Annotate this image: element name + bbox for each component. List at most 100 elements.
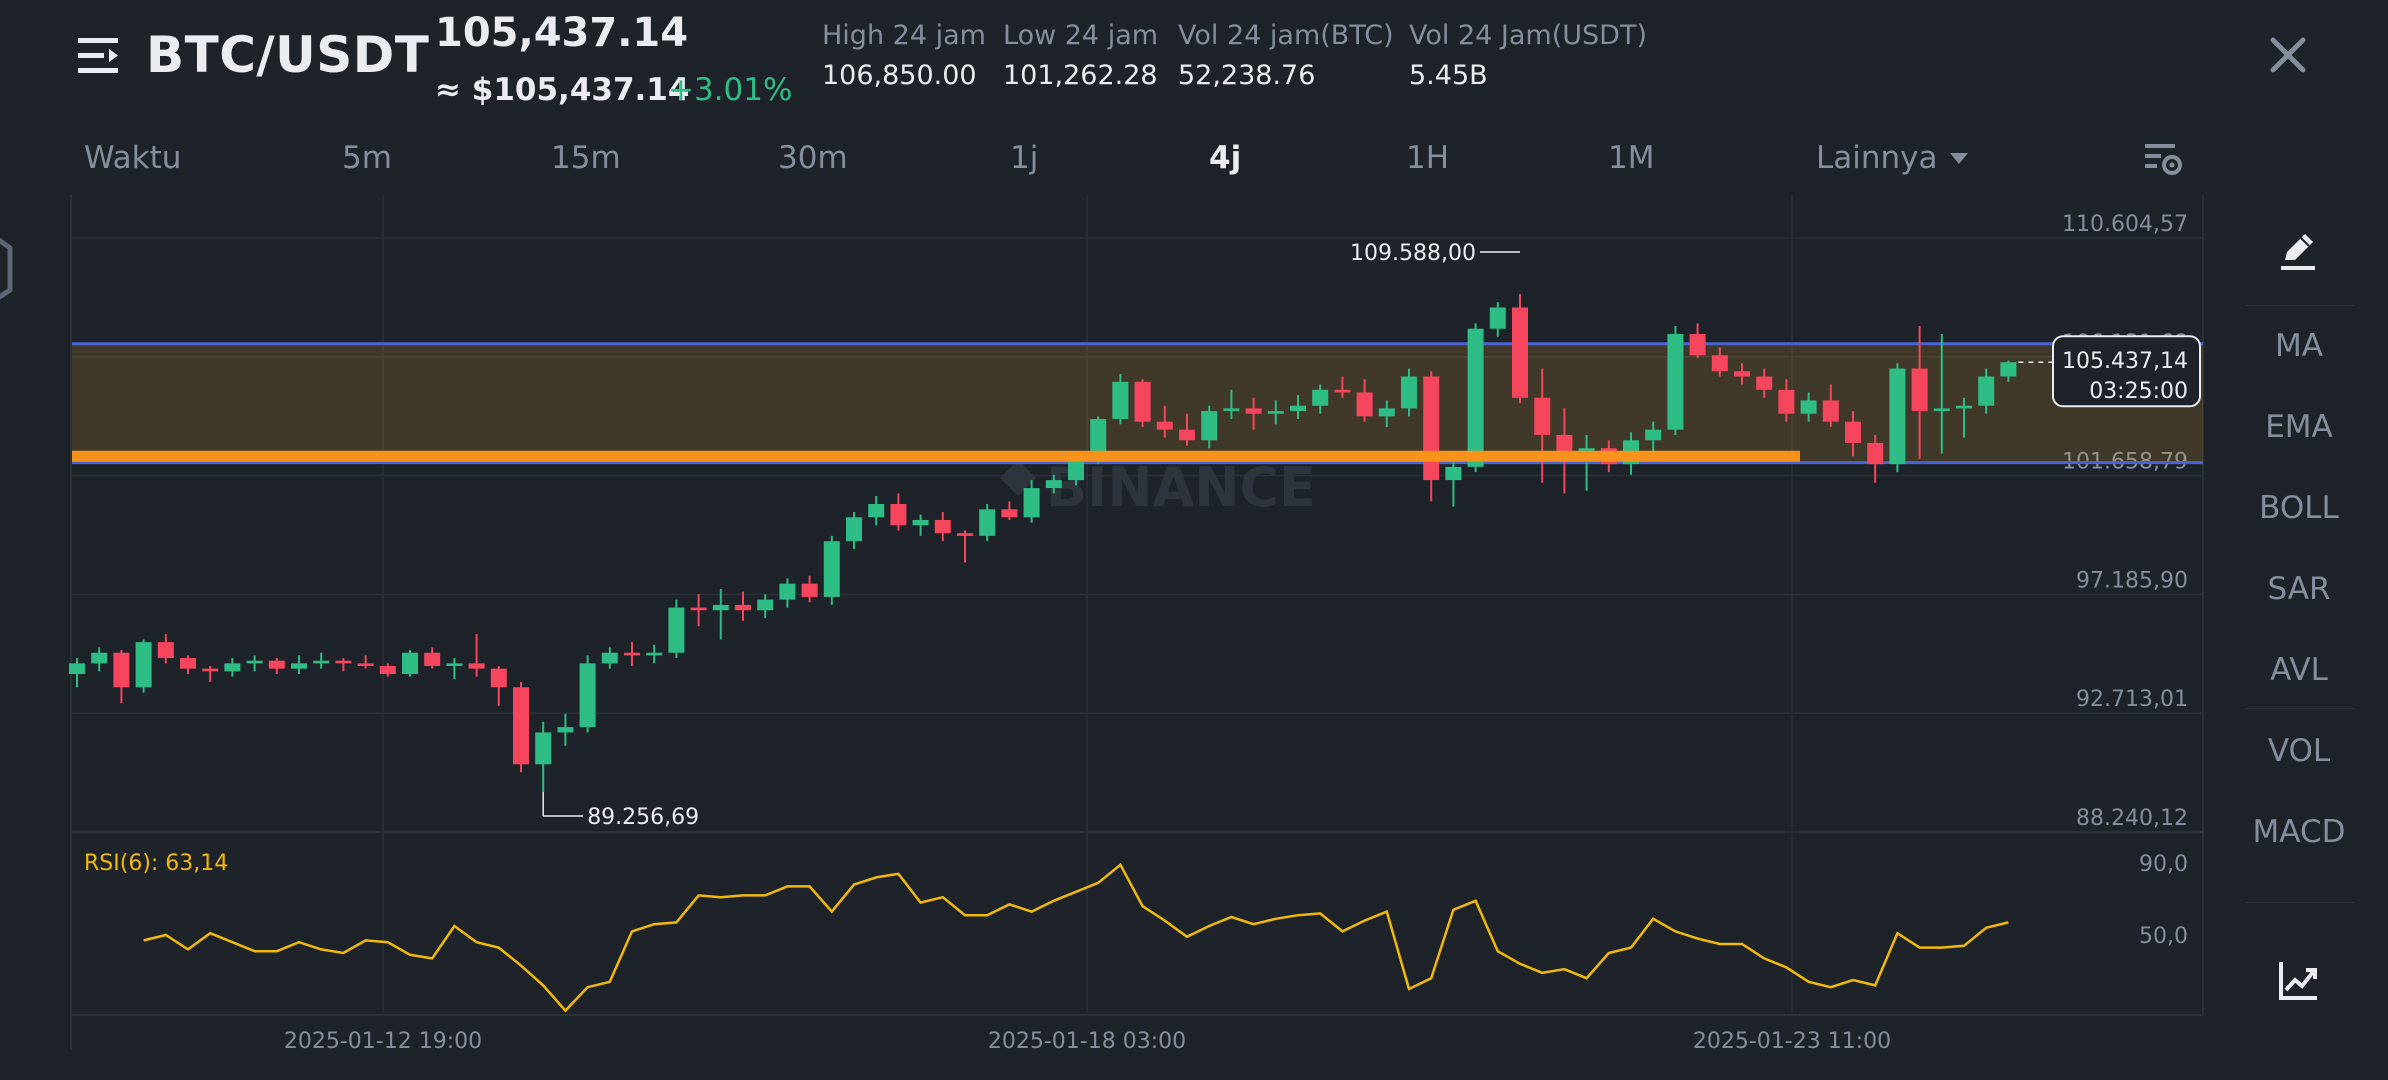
candle-body xyxy=(1068,458,1084,481)
candle-body xyxy=(1023,488,1040,518)
candle-down xyxy=(1334,376,1351,398)
candle-body xyxy=(1800,400,1817,414)
candle-body xyxy=(1867,442,1884,465)
candle-down xyxy=(490,666,507,706)
indicator-ma[interactable]: MA xyxy=(2275,328,2323,364)
indicator-vol[interactable]: VOL xyxy=(2267,733,2331,769)
candle-body xyxy=(357,663,374,667)
candle-body xyxy=(735,604,751,611)
candle-down xyxy=(335,658,352,672)
candle-up xyxy=(1201,405,1218,449)
candle-body xyxy=(668,607,685,653)
tab-more-dropdown[interactable]: Lainnya xyxy=(1816,140,1968,176)
tab-30m[interactable]: 30m xyxy=(778,140,848,176)
candle-up xyxy=(1667,326,1684,435)
candle-body xyxy=(1423,376,1440,481)
tab-5m[interactable]: 5m xyxy=(342,140,392,176)
close-icon[interactable] xyxy=(2265,32,2311,78)
indicator-sar[interactable]: SAR xyxy=(2267,571,2331,607)
tab-1m[interactable]: 1M xyxy=(1608,140,1655,176)
candle-up xyxy=(313,652,330,669)
indicator-avl[interactable]: AVL xyxy=(2270,652,2328,688)
candle-down xyxy=(1156,405,1173,438)
candle-body xyxy=(1956,405,1972,409)
candle-down xyxy=(1179,413,1195,446)
candle-body xyxy=(1001,509,1018,518)
candle-body xyxy=(1267,411,1284,414)
candlestick-chart[interactable]: 110.604,57106.131,68101.658,7997.185,909… xyxy=(0,180,2210,1080)
candle-body xyxy=(846,517,862,542)
chart-type-icon[interactable] xyxy=(2275,958,2321,1004)
candle-up xyxy=(1223,389,1240,420)
candle-body xyxy=(1467,328,1484,467)
candle-body xyxy=(1489,307,1506,329)
candle-body xyxy=(601,652,618,664)
candle-countdown: 03:25:00 xyxy=(2089,379,2188,404)
menu-icon[interactable] xyxy=(78,36,126,76)
drawing-toggle-icon[interactable] xyxy=(0,218,14,318)
candle-body xyxy=(246,660,263,664)
candle-body xyxy=(379,666,396,674)
stat-vol-usdt-label: Vol 24 Jam(USDT) xyxy=(1409,20,1647,51)
candle-body xyxy=(624,652,640,656)
tab-15m[interactable]: 15m xyxy=(551,140,621,176)
candle-down xyxy=(268,658,285,674)
candle-body xyxy=(1756,376,1773,390)
candle-body xyxy=(779,583,796,600)
rsi-label: RSI(6): 63,14 xyxy=(84,851,228,876)
candle-body xyxy=(757,599,774,611)
candle-body xyxy=(912,519,929,526)
indicator-boll[interactable]: BOLL xyxy=(2259,490,2339,526)
chart-settings-icon[interactable] xyxy=(2143,140,2183,178)
candle-up xyxy=(868,496,885,526)
candle-up xyxy=(1267,400,1284,425)
candle-down xyxy=(113,650,130,704)
stat-vol-usdt-value: 5.45B xyxy=(1409,60,1488,91)
candle-body xyxy=(157,642,174,659)
candle-body xyxy=(868,504,885,518)
tab-waktu[interactable]: Waktu xyxy=(84,140,182,176)
stat-vol-btc-value: 52,238.76 xyxy=(1178,60,1316,91)
candle-body xyxy=(646,652,663,656)
draw-pen-icon[interactable] xyxy=(2275,228,2321,274)
candle-up xyxy=(1467,323,1484,473)
time-axis-label: 2025-01-12 19:00 xyxy=(284,1029,482,1054)
pair-title[interactable]: BTC/USDT xyxy=(146,26,430,84)
tab-1h[interactable]: 1H xyxy=(1406,140,1450,176)
candle-body xyxy=(1711,355,1728,372)
candle-up xyxy=(1889,363,1906,473)
candle-up xyxy=(246,655,263,672)
candle-down xyxy=(1534,368,1551,483)
candle-body xyxy=(446,663,463,667)
candle-down xyxy=(1512,294,1528,404)
candle-down xyxy=(1822,384,1839,427)
candle-down xyxy=(801,575,818,603)
candle-up xyxy=(1800,392,1817,422)
stat-low-value: 101,262.28 xyxy=(1003,60,1158,91)
indicator-ema[interactable]: EMA xyxy=(2265,409,2333,445)
candle-body xyxy=(1179,429,1195,441)
price-axis-label: 92.713,01 xyxy=(2076,687,2188,712)
candle-body xyxy=(890,504,907,526)
candle-up xyxy=(291,655,307,674)
candle-body xyxy=(402,652,418,674)
candle-body xyxy=(1512,307,1528,398)
candle-up xyxy=(135,639,152,693)
candle-body xyxy=(1445,466,1462,481)
candle-body xyxy=(1534,397,1551,435)
candle-down xyxy=(1756,368,1773,398)
last-price: 105,437.14 xyxy=(435,10,689,56)
candle-up xyxy=(91,647,108,672)
candle-body xyxy=(1156,421,1173,430)
candle-body xyxy=(823,541,840,597)
candle-body xyxy=(490,668,507,688)
candle-body xyxy=(224,663,241,672)
side-divider xyxy=(2246,305,2354,306)
candle-down xyxy=(957,530,973,563)
candle-body xyxy=(1201,411,1218,441)
candle-up xyxy=(1978,368,1995,414)
binance-watermark: BINANCE xyxy=(1000,456,1316,519)
tab-1j[interactable]: 1j xyxy=(1010,140,1039,176)
indicator-macd[interactable]: MACD xyxy=(2252,814,2346,850)
tab-4j[interactable]: 4j xyxy=(1209,140,1242,176)
